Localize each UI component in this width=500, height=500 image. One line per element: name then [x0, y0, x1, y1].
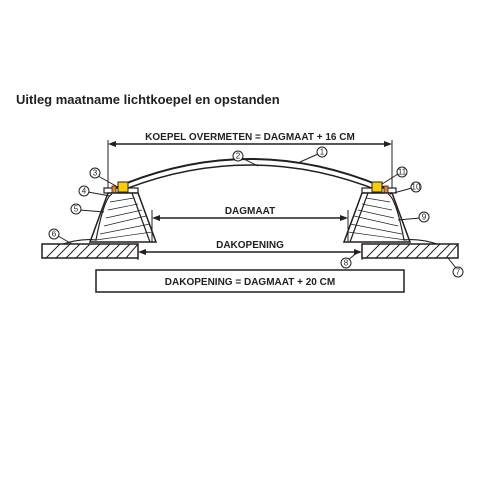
- svg-text:2: 2: [236, 152, 241, 161]
- svg-text:5: 5: [74, 205, 79, 214]
- diagram: KOEPEL OVERMETEN = DAGMAAT + 16 CM 1 2: [0, 110, 500, 340]
- svg-text:10: 10: [412, 183, 421, 192]
- label-bottom: DAKOPENING = DAGMAAT + 20 CM: [165, 277, 335, 288]
- page-title: Uitleg maatname lichtkoepel en opstanden: [16, 92, 280, 107]
- svg-text:8: 8: [344, 259, 349, 268]
- svg-text:1: 1: [320, 148, 325, 157]
- label-dagmaat: DAGMAAT: [225, 206, 275, 217]
- svg-text:3: 3: [93, 169, 98, 178]
- roof-deck-right: [362, 244, 458, 258]
- svg-text:11: 11: [398, 168, 407, 177]
- svg-text:6: 6: [52, 230, 57, 239]
- svg-text:4: 4: [82, 187, 87, 196]
- label-koepel-overmeten: KOEPEL OVERMETEN = DAGMAAT + 16 CM: [145, 132, 355, 143]
- svg-text:7: 7: [456, 268, 461, 277]
- svg-text:9: 9: [422, 213, 427, 222]
- label-dakopening: DAKOPENING: [216, 240, 284, 251]
- roof-deck-left: [42, 244, 138, 258]
